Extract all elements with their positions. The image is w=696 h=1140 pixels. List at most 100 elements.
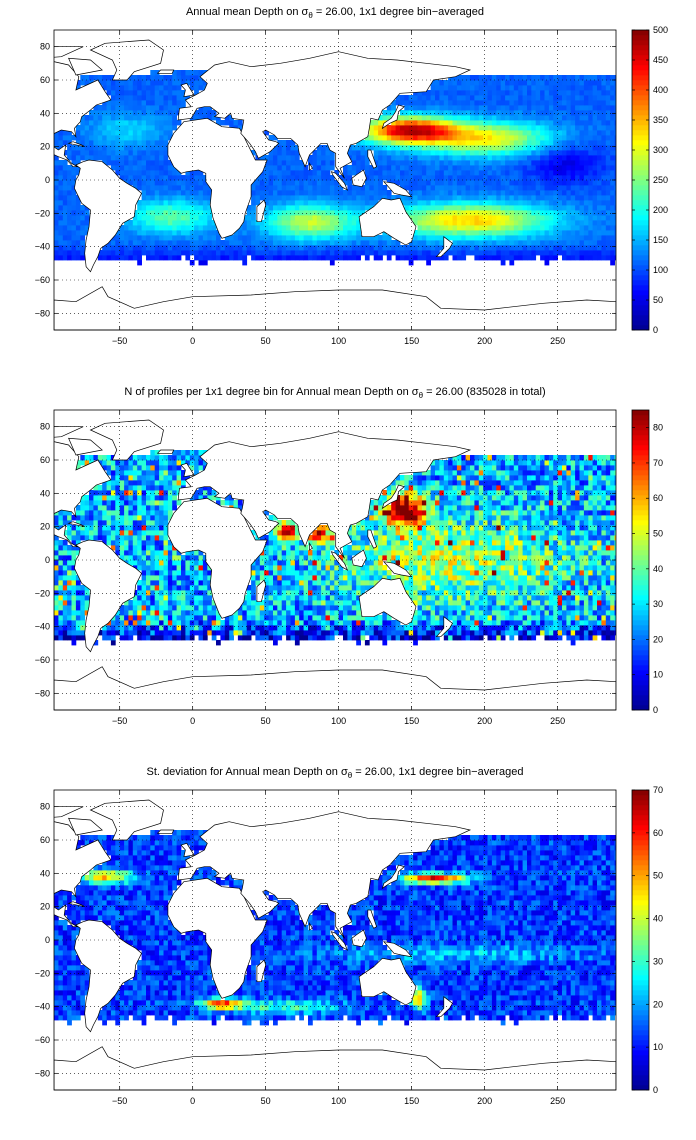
heatmap-cell [531, 580, 537, 586]
heatmap-cell [478, 600, 484, 606]
heatmap-cell [202, 200, 208, 206]
heatmap-cell [562, 80, 567, 86]
heatmap-cell [562, 625, 567, 631]
heatmap-cell [185, 235, 191, 241]
heatmap-cell [281, 170, 287, 176]
heatmap-cell [505, 220, 510, 226]
heatmap-cell [176, 615, 182, 621]
heatmap-cell [505, 120, 510, 126]
heatmap-cell [316, 590, 322, 596]
heatmap-cell [119, 620, 125, 626]
heatmap-cell [570, 135, 576, 141]
heatmap-cell [369, 145, 375, 151]
colorbar-segment [632, 140, 649, 146]
heatmap-cell [347, 605, 353, 611]
heatmap-cell [443, 185, 449, 191]
heatmap-cell [456, 205, 462, 211]
heatmap-cell [605, 115, 611, 121]
heatmap-cell [251, 615, 256, 621]
heatmap-cell [119, 110, 125, 116]
heatmap-cell [150, 180, 156, 186]
heatmap-cell [566, 220, 572, 226]
colorbar-segment [632, 75, 649, 81]
heatmap-cell [281, 250, 287, 256]
heatmap-cell [597, 580, 602, 586]
heatmap-cell [159, 590, 164, 596]
heatmap-cell [251, 190, 256, 196]
heatmap-cell [592, 125, 598, 131]
heatmap-cell [71, 640, 77, 646]
heatmap-cell [465, 145, 471, 151]
heatmap-cell [491, 215, 497, 221]
heatmap-cell [601, 175, 607, 181]
heatmap-cell [513, 110, 519, 116]
heatmap-cell [202, 245, 208, 251]
heatmap-cell [290, 205, 296, 211]
heatmap-cell [308, 255, 313, 261]
heatmap-cell [369, 245, 375, 251]
heatmap-cell [448, 200, 453, 206]
heatmap-cell [540, 615, 545, 621]
heatmap-cell [544, 95, 550, 101]
heatmap-cell [75, 255, 81, 261]
heatmap-cell [347, 170, 353, 176]
heatmap-cell [430, 125, 436, 131]
heatmap-cell [522, 195, 528, 201]
heatmap-cell [189, 580, 195, 586]
heatmap-cell [124, 120, 129, 126]
heatmap-cell [325, 175, 331, 181]
heatmap-cell [378, 145, 383, 151]
heatmap-cell [505, 135, 510, 141]
heatmap-cell [110, 145, 116, 151]
heatmap-cell [207, 220, 213, 226]
heatmap-cell [172, 85, 177, 91]
heatmap-cell [237, 225, 243, 231]
heatmap-cell [316, 215, 322, 221]
heatmap-cell [548, 85, 554, 91]
heatmap-cell [553, 600, 558, 606]
heatmap-cell [308, 595, 313, 601]
heatmap-cell [535, 605, 541, 611]
heatmap-cell [426, 230, 431, 236]
heatmap-cell [119, 250, 125, 256]
heatmap-cell [154, 580, 160, 586]
heatmap-cell [115, 145, 121, 151]
heatmap-cell [439, 165, 445, 171]
heatmap-cell [531, 195, 537, 201]
heatmap-cell [237, 255, 243, 261]
heatmap-cell [404, 160, 410, 166]
heatmap-cell [356, 620, 361, 626]
y-tick-label: 80 [40, 42, 50, 52]
heatmap-cell [185, 635, 191, 641]
heatmap-cell [610, 220, 615, 226]
heatmap-cell [58, 635, 64, 641]
heatmap-cell [417, 235, 423, 241]
heatmap-cell [141, 105, 147, 111]
heatmap-cell [452, 100, 458, 106]
colorbar-segment [632, 210, 649, 216]
heatmap-cell [207, 240, 213, 246]
coastline-greenland [89, 39, 164, 81]
heatmap-cell [189, 205, 195, 211]
heatmap-cell [132, 75, 138, 81]
heatmap-cell [325, 605, 331, 611]
heatmap-cell [137, 240, 142, 246]
heatmap-cell [347, 255, 353, 261]
heatmap-cell [443, 100, 449, 106]
heatmap-cell [544, 635, 550, 641]
heatmap-cell [329, 595, 335, 601]
heatmap-cell [478, 610, 484, 616]
heatmap-cell [386, 160, 392, 166]
heatmap-cell [58, 160, 64, 166]
heatmap-cell [154, 620, 160, 626]
heatmap-cell [137, 165, 142, 171]
heatmap-cell [597, 185, 602, 191]
heatmap-cell [71, 135, 77, 141]
heatmap-cell [150, 140, 156, 146]
heatmap-cell [518, 585, 523, 591]
heatmap-cell [308, 195, 313, 201]
heatmap-cell [413, 110, 418, 116]
heatmap-cell [71, 165, 77, 171]
heatmap-cell [505, 125, 510, 131]
heatmap-cell [588, 145, 594, 151]
